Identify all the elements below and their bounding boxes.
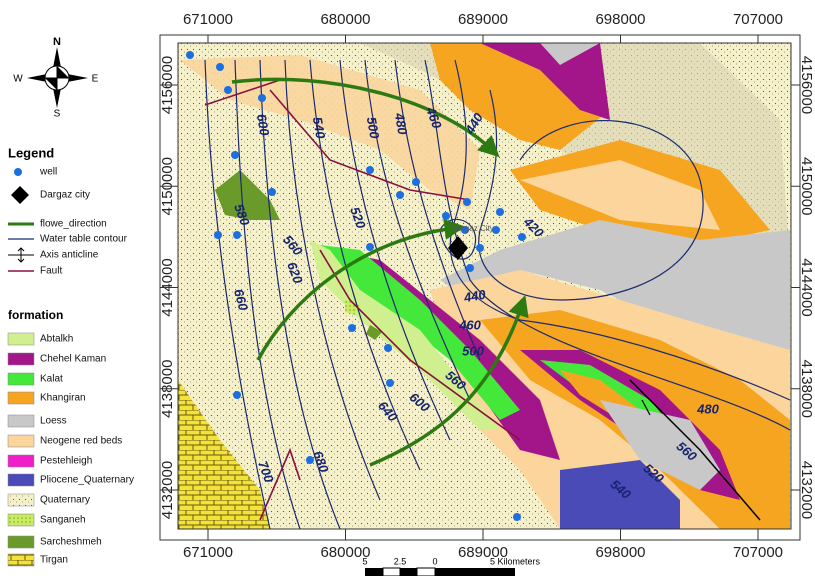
formation-item: Neogene red beds [8, 435, 122, 447]
formation-swatch [8, 392, 34, 404]
x-tick-label-top: 707000 [733, 11, 783, 28]
legend-label: Dargaz city [40, 190, 90, 201]
y-tick-label-right: 4156000 [798, 56, 815, 114]
formation-item: Pliocene_Quaternary [8, 474, 134, 486]
formation-item: Kalat [8, 373, 63, 385]
formation-item: Abtalkh [8, 333, 73, 345]
legend-label: well [39, 167, 57, 178]
legend-item: Dargaz city [11, 186, 90, 204]
formation-item: Loess [8, 415, 67, 427]
legend-swatch [14, 168, 22, 176]
east-label: E [92, 74, 99, 85]
contour-label: 480 [696, 401, 719, 416]
legend-item: Axis anticline [8, 248, 99, 262]
formation-item: Sanganeh [8, 514, 86, 526]
formation-label: Quaternary [40, 495, 90, 506]
formation-swatch [8, 554, 34, 566]
legend-label: Water table contour [40, 234, 128, 245]
y-tick-label-right: 4150000 [798, 157, 815, 215]
formation-swatch [8, 474, 34, 486]
formation-swatch [8, 353, 34, 365]
map-figure: Dargaz City N S E W Legend formation 671… [0, 0, 815, 576]
legend-item: flowe_direction [8, 219, 107, 230]
scale-label: 5 Kilometers [490, 556, 541, 566]
formation-label: Sanganeh [40, 515, 86, 526]
formation-swatch [8, 514, 34, 526]
formation-label: Khangiran [40, 393, 86, 404]
formation-label: Abtalkh [40, 334, 73, 345]
formation-label: Neogene red beds [40, 436, 122, 447]
formation-swatch [8, 435, 34, 447]
x-tick-label-top: 689000 [458, 11, 508, 28]
formation-title: formation [8, 308, 63, 322]
formation-item: Chehel Kaman [8, 353, 106, 365]
legend-title: Legend [8, 145, 54, 160]
formation-item: Khangiran [8, 392, 86, 404]
north-label: N [53, 36, 61, 48]
formation-swatch [8, 373, 34, 385]
legend-item: Fault [8, 266, 62, 277]
formation-swatch [8, 494, 34, 506]
legend-item: well [14, 167, 57, 178]
x-tick-label-bottom: 707000 [733, 544, 783, 561]
legend-label: flowe_direction [40, 219, 107, 230]
formation-label: Chehel Kaman [40, 354, 106, 365]
formation-item: Pestehleigh [8, 455, 92, 467]
formation-item: Tirgan [8, 554, 68, 566]
formation-label: Loess [40, 416, 67, 427]
y-tick-label-right: 4144000 [798, 258, 815, 316]
x-tick-label-top: 680000 [320, 11, 370, 28]
legend-swatch [8, 248, 34, 262]
city-label: Dargaz City [452, 224, 494, 233]
legend-swatch [11, 186, 29, 204]
formation-item: Sarcheshmeh [8, 536, 102, 548]
contour-label: 460 [458, 317, 481, 332]
x-tick-label-bottom: 698000 [595, 544, 645, 561]
contour-label: 500 [462, 343, 484, 358]
formation-label: Pliocene_Quaternary [40, 475, 134, 486]
formation-label: Pestehleigh [40, 456, 92, 467]
x-tick-label-top: 698000 [595, 11, 645, 28]
south-label: S [54, 109, 61, 120]
x-tick-label-bottom: 671000 [183, 544, 233, 561]
formation-label: Tirgan [40, 555, 68, 566]
scale-label: 5 [362, 556, 367, 566]
legend-label: Fault [40, 266, 62, 277]
formation-swatch [8, 333, 34, 345]
formation-swatch [8, 536, 34, 548]
scale-bar [365, 568, 515, 576]
y-tick-label-right: 4138000 [798, 360, 815, 418]
west-label: W [13, 74, 23, 85]
formation-label: Kalat [40, 374, 63, 385]
formation-item: Quaternary [8, 494, 90, 506]
formation-swatch [8, 455, 34, 467]
x-tick-label-top: 671000 [183, 11, 233, 28]
north-arrow: N S E W [13, 36, 98, 120]
legend-label: Axis anticline [40, 250, 99, 261]
scale-label: 2.5 [394, 556, 407, 566]
formation-label: Sarcheshmeh [40, 537, 102, 548]
scale-label: 0 [432, 556, 437, 566]
y-tick-label-right: 4132000 [798, 461, 815, 519]
formation-swatch [8, 415, 34, 427]
legend-item: Water table contour [8, 234, 128, 245]
